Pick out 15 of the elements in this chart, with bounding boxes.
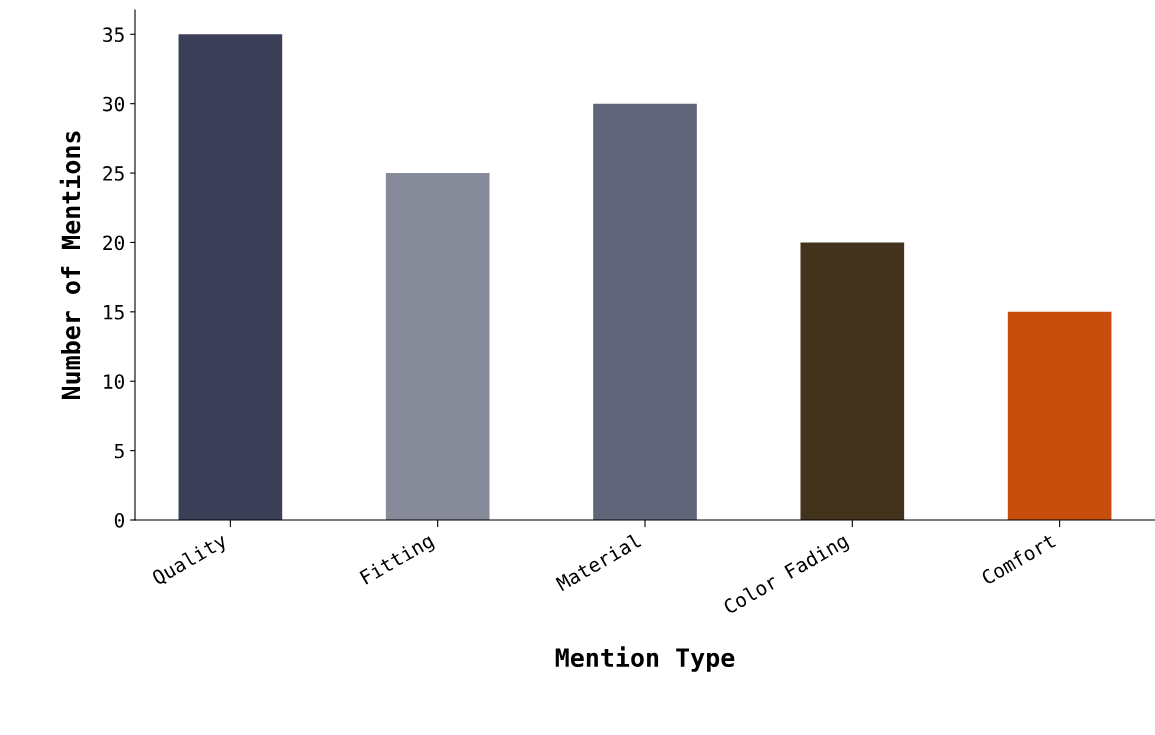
bar xyxy=(178,34,283,520)
bar xyxy=(593,103,697,520)
y-tick-label: 15 xyxy=(104,305,124,320)
y-tick-label: 10 xyxy=(104,374,125,389)
x-axis-title: Mention Type xyxy=(555,646,735,672)
bar xyxy=(385,173,490,520)
y-tick-label: 35 xyxy=(103,27,124,42)
y-tick-label: 5 xyxy=(114,443,124,459)
y-axis-title: Number of Mentions xyxy=(59,131,81,399)
y-tick-label: 25 xyxy=(103,166,124,181)
bar xyxy=(1007,311,1112,520)
bar xyxy=(800,242,905,520)
y-tick-label: 0 xyxy=(114,513,125,528)
y-tick-label: 30 xyxy=(103,96,125,112)
y-tick-label: 20 xyxy=(103,235,125,251)
